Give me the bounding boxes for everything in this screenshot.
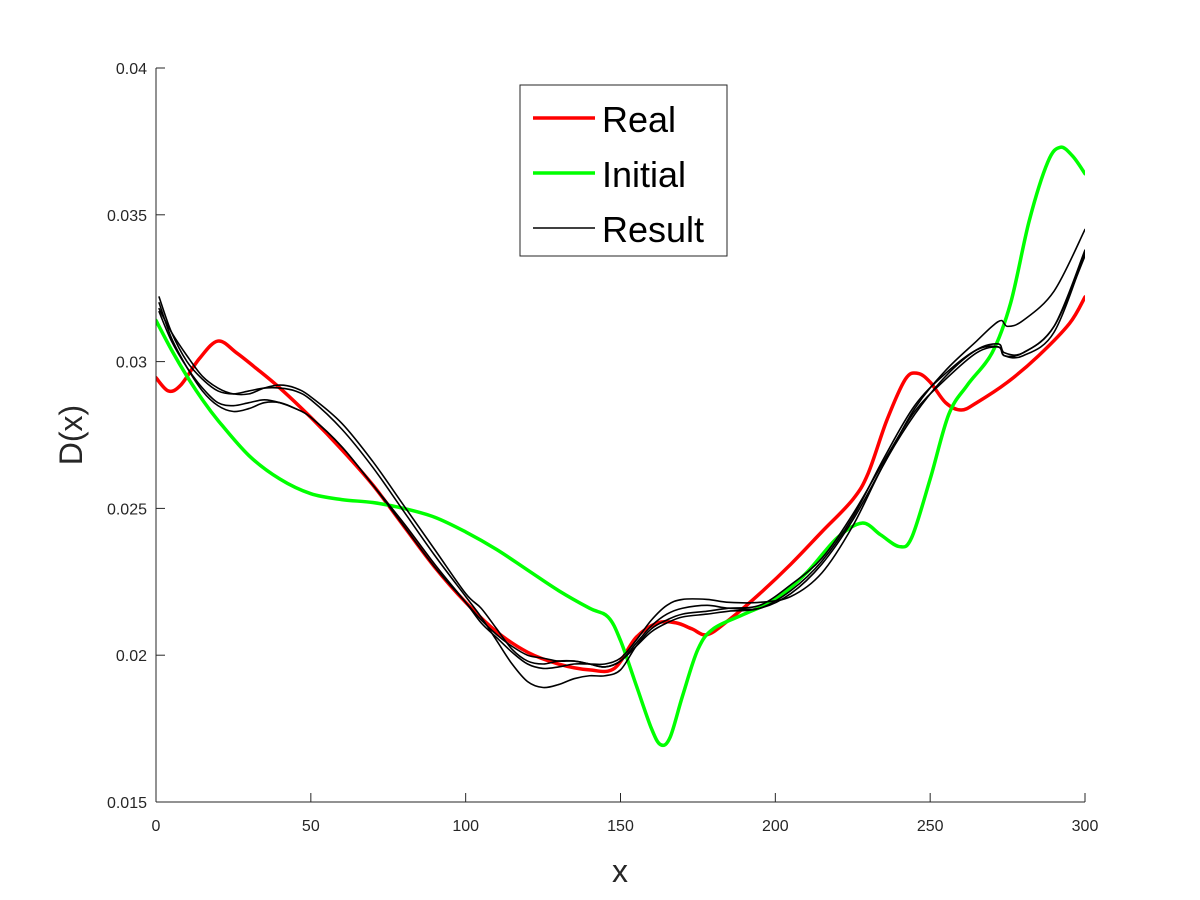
y-tick-label: 0.035 <box>107 208 147 225</box>
x-tick-label: 300 <box>1072 818 1099 835</box>
x-axis-title: x <box>612 853 628 889</box>
series-line-result-1 <box>158 249 1085 689</box>
legend-label-initial: Initial <box>602 154 686 195</box>
y-tick-label: 0.025 <box>107 501 147 518</box>
y-tick-label: 0.04 <box>116 61 147 78</box>
x-tick-label: 100 <box>452 818 479 835</box>
legend: Real Initial Result <box>519 84 728 257</box>
x-tick-label: 50 <box>302 818 320 835</box>
series-line-result-2 <box>158 255 1085 670</box>
legend-label-result: Result <box>602 209 704 250</box>
y-tick-label: 0.03 <box>116 355 147 372</box>
ticks-layer: 0 50 100 150 200 250 300 0.015 0.02 0.025 0.03 0.03… <box>107 61 1098 835</box>
x-tick-label: 200 <box>762 818 789 835</box>
series-layer <box>156 145 1085 748</box>
y-tick-label: 0.02 <box>116 648 147 665</box>
series-line-result-4 <box>158 228 1085 668</box>
x-tick-label: 0 <box>152 818 161 835</box>
y-tick-label: 0.015 <box>107 795 147 812</box>
x-tick-label: 150 <box>607 818 634 835</box>
series-line-initial <box>156 145 1085 748</box>
legend-label-real: Real <box>602 99 676 140</box>
y-axis-title: D(x) <box>53 405 89 465</box>
x-tick-label: 250 <box>917 818 944 835</box>
